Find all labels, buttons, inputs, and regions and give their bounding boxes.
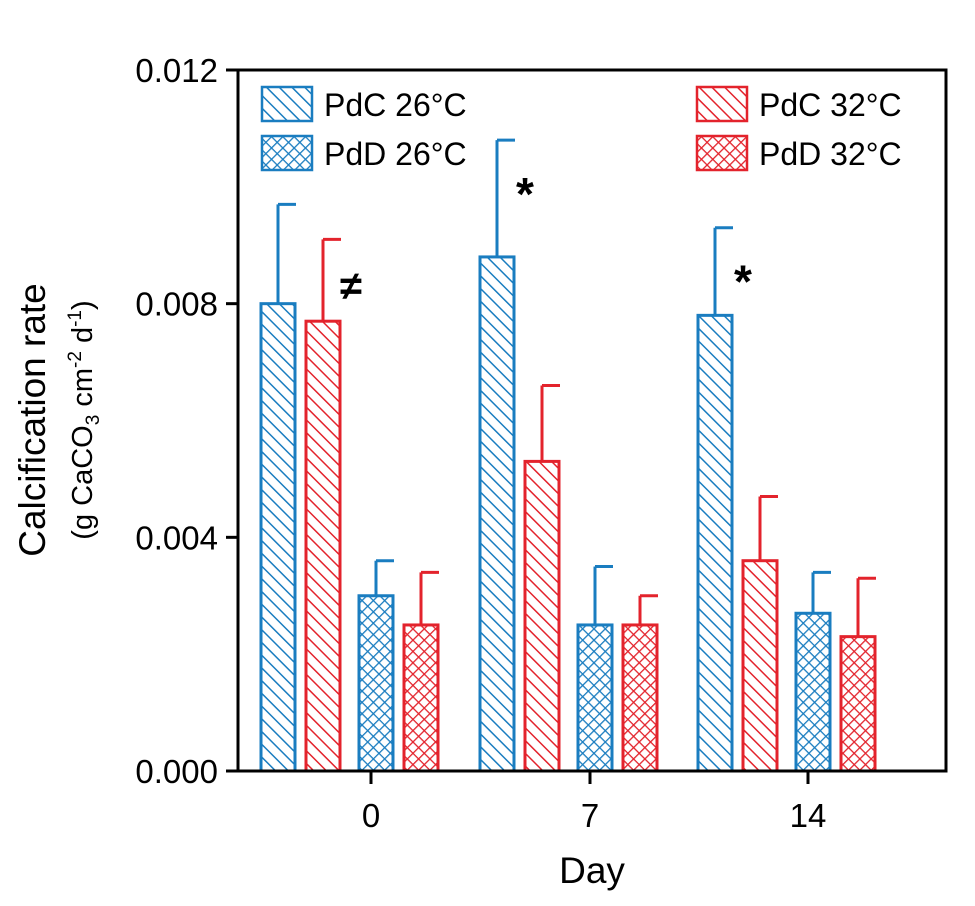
significance-marker: ≠ <box>340 264 362 308</box>
bar-pdc-26-c-day-7 <box>478 255 516 773</box>
y-tick-label: 0.004 <box>135 519 218 556</box>
bar-pdc-32-c-day-14 <box>741 559 779 773</box>
bar-pdc-32-c-day-0 <box>304 319 342 773</box>
bar-pdd-32-c-day-7 <box>621 623 659 773</box>
x-tick-label: 0 <box>362 797 380 834</box>
y-axis-title: Calcification rate (g CaCO3 cm-2 d-1) <box>12 283 104 557</box>
legend-swatch <box>695 134 749 172</box>
plot-frame <box>236 68 948 773</box>
legend-swatch <box>695 85 749 123</box>
legend-swatch <box>260 85 314 123</box>
legend: PdC 26°C PdC 32°C PdD 26°C PdD 32°C <box>260 85 902 172</box>
x-axis-label: Day <box>559 850 625 891</box>
y-axis-units: (g CaCO3 cm-2 d-1) <box>65 300 104 539</box>
bar-pdd-32-c-day-0 <box>402 623 440 773</box>
y-tick-label: 0.008 <box>135 286 218 323</box>
legend-label: PdC 26°C <box>324 87 467 123</box>
legend-swatch <box>260 134 314 172</box>
legend-label: PdC 32°C <box>759 87 902 123</box>
bar-pdd-26-c-day-0 <box>357 594 395 773</box>
bar-pdc-26-c-day-14 <box>696 313 734 773</box>
x-tick-label: 14 <box>790 797 827 834</box>
bar-pdc-32-c-day-7 <box>523 459 561 773</box>
y-axis-label: Calcification rate <box>12 283 53 557</box>
bars: ≠ * * <box>259 138 877 773</box>
x-tick-label: 7 <box>581 797 599 834</box>
y-tick-label: 0.000 <box>135 753 218 790</box>
bar-pdd-26-c-day-7 <box>576 623 614 773</box>
legend-label: PdD 32°C <box>759 136 902 172</box>
bar-pdd-26-c-day-14 <box>794 611 832 773</box>
bar-pdd-32-c-day-14 <box>839 635 877 773</box>
axis-ticks: 0.000 0.004 0.008 0.012 0 7 14 <box>135 52 826 834</box>
legend-label: PdD 26°C <box>324 136 467 172</box>
significance-marker: * <box>734 256 752 308</box>
significance-marker: * <box>516 168 534 220</box>
bar-pdc-26-c-day-0 <box>259 302 297 773</box>
y-tick-label: 0.012 <box>135 52 218 89</box>
